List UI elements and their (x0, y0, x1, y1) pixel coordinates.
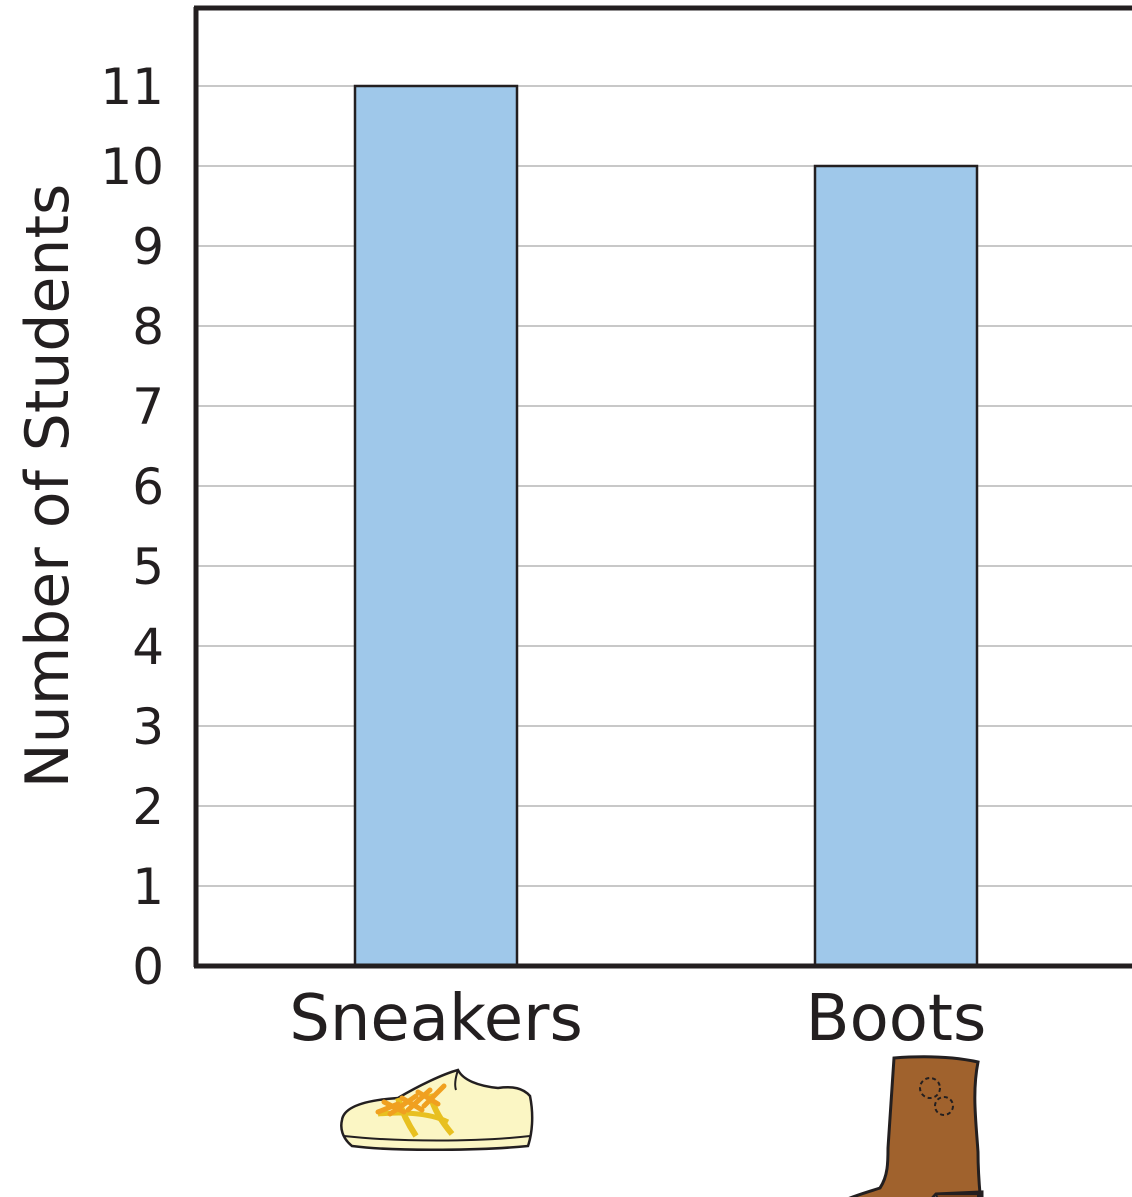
y-tick-label: 9 (132, 218, 164, 276)
y-tick-label: 8 (132, 298, 164, 356)
y-tick-label: 10 (100, 138, 164, 196)
y-tick-label: 1 (132, 858, 164, 916)
grid-lines (196, 85, 1132, 887)
y-tick-label: 7 (132, 378, 164, 436)
y-tick-label: 2 (132, 778, 164, 836)
x-tick-label: Boots (806, 982, 987, 1056)
y-axis-title: Number of Students (13, 184, 83, 788)
bar-sneakers (353, 84, 519, 968)
bars (353, 84, 979, 968)
x-tick-label: Sneakers (289, 982, 583, 1056)
y-tick-label: 0 (132, 938, 164, 996)
x-tick-labels: Sneakers Boots (289, 982, 986, 1056)
y-tick-label: 11 (100, 58, 164, 116)
cowboy-boot-icon (848, 1055, 984, 1197)
sneaker-icon (340, 1068, 534, 1152)
y-tick-labels: 0 1 2 3 4 5 6 7 8 9 10 11 (100, 58, 164, 996)
y-tick-label: 6 (132, 458, 164, 516)
y-tick-label: 3 (132, 698, 164, 756)
axes (193, 5, 1132, 969)
y-tick-label: 5 (132, 538, 164, 596)
y-tick-label: 4 (132, 618, 164, 676)
bar-boots (813, 164, 979, 968)
